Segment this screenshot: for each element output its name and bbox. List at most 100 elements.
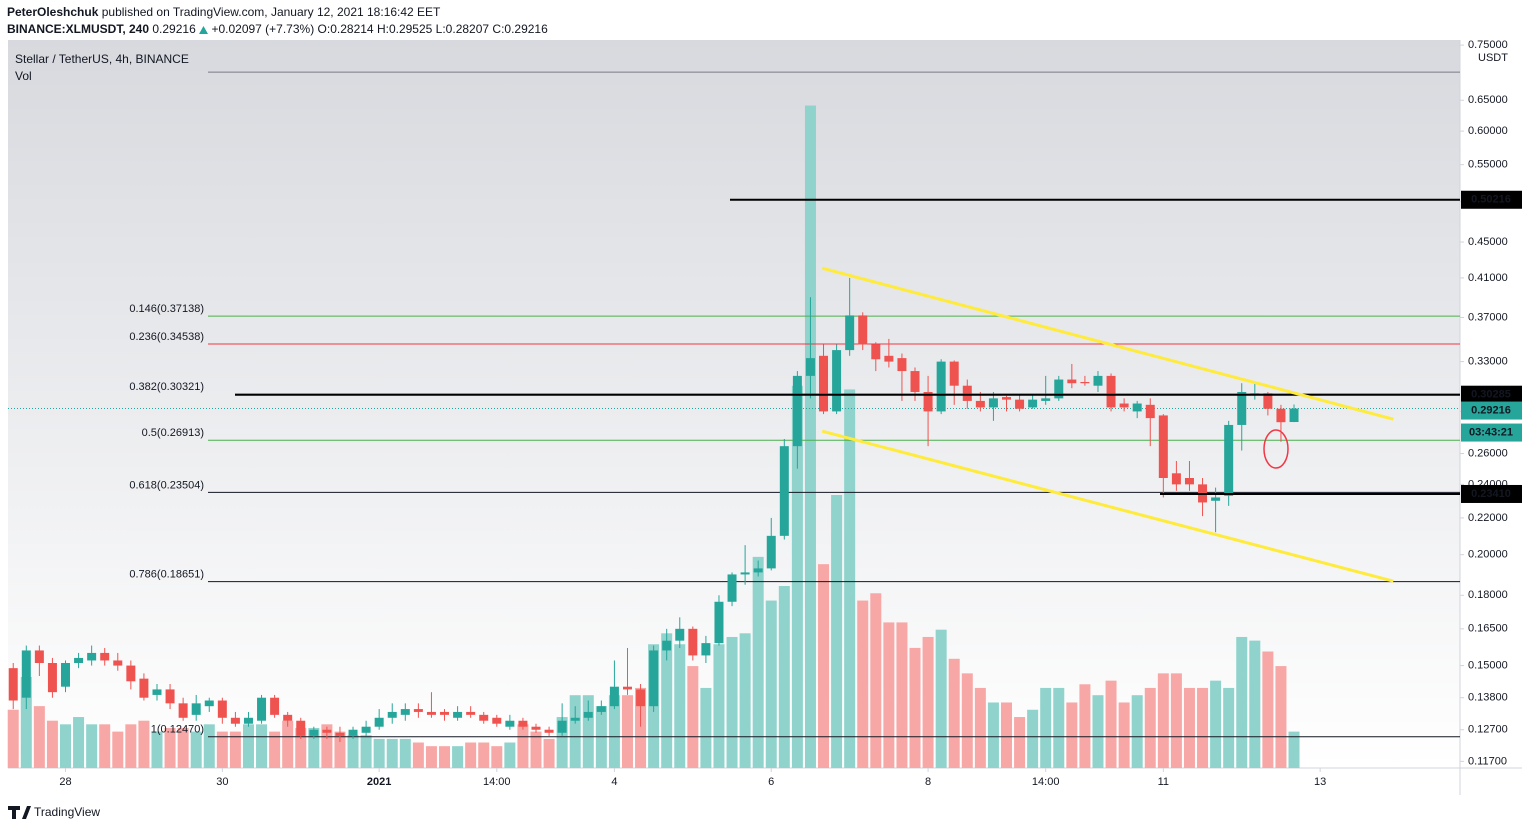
volume-bar (674, 644, 686, 768)
volume-bar (347, 735, 359, 768)
candle-body (1263, 393, 1273, 409)
volume-bar (33, 706, 45, 768)
candle-body (688, 628, 698, 656)
candle-body (479, 714, 489, 721)
volume-bar (334, 731, 346, 768)
volume-bar (295, 727, 307, 768)
y-tick-label: 0.65000 (1468, 94, 1508, 106)
candle-body (1080, 381, 1090, 384)
y-tick-label: 0.22000 (1468, 512, 1508, 524)
volume-bar (844, 389, 856, 768)
y-tick-label: 0.11700 (1468, 755, 1507, 767)
x-tick-label: 11 (1158, 776, 1169, 788)
y-tick-label: 0.45000 (1468, 236, 1508, 248)
volume-bar (1210, 680, 1222, 768)
candle-body (897, 358, 907, 372)
volume-bar (870, 593, 882, 768)
volume-bar (974, 687, 986, 768)
candle-body (727, 574, 737, 602)
y-axis-label: USDT (1478, 52, 1508, 64)
x-tick-label: 14:00 (1032, 776, 1060, 788)
candle-body (884, 355, 894, 362)
candle-body (871, 344, 881, 360)
volume-bar (1027, 709, 1039, 768)
candle-body (701, 643, 711, 656)
candle-body (1171, 473, 1181, 485)
volume-bar (726, 636, 738, 768)
volume-bar (112, 731, 124, 768)
volume-bar (700, 687, 712, 768)
volume-bar (765, 600, 777, 768)
volume-bar (1066, 702, 1078, 768)
candle-body (636, 689, 646, 707)
candle-body (766, 535, 776, 569)
volume-bar (831, 495, 843, 768)
candle-body (740, 572, 750, 575)
volume-bar (569, 695, 581, 768)
fib-label: 0.5(0.26913) (142, 427, 204, 439)
publish-line: PeterOleshchuk published on TradingView.… (7, 5, 440, 19)
volume-bar (1014, 717, 1026, 768)
volume-bar (1092, 695, 1104, 768)
volume-bar (791, 385, 803, 768)
volume-bar (582, 695, 594, 768)
candle-body (204, 700, 214, 707)
candle-body (374, 717, 384, 727)
candle-body (152, 689, 162, 695)
candle-body (518, 720, 528, 727)
volume-bar (138, 720, 150, 768)
volume-bar (961, 673, 973, 768)
volume-bar (7, 709, 19, 768)
volume-bar (46, 720, 58, 768)
trend-line (821, 429, 1394, 583)
trend-line (821, 266, 1394, 421)
candle-body (453, 711, 463, 718)
key-level-label-box (1461, 190, 1522, 209)
candle-body (126, 665, 136, 682)
candle-body (230, 717, 240, 724)
x-tick-label: 2021 (367, 776, 391, 788)
last-price-label-box (1461, 401, 1522, 420)
candle-body (675, 628, 685, 641)
volume-bar (269, 731, 281, 768)
volume-bar (399, 738, 411, 768)
volume-bar (1144, 687, 1156, 768)
volume-bar (465, 742, 477, 768)
candle-body (1106, 375, 1116, 408)
candle-body (113, 660, 123, 666)
candle-body (792, 375, 802, 447)
volume-bar (661, 633, 673, 768)
volume-bar (386, 738, 398, 768)
candle-body (309, 729, 319, 736)
volume-bar (412, 742, 424, 768)
y-tick-label: 0.12700 (1468, 724, 1508, 736)
volume-bar (1170, 673, 1182, 768)
candle-body (270, 697, 280, 715)
candle-body (819, 355, 829, 412)
candle-body (61, 663, 71, 687)
y-tick-label: 0.33000 (1468, 356, 1508, 368)
volume-bar (687, 666, 699, 768)
x-tick-label: 30 (216, 776, 228, 788)
open: O:0.28214 (317, 22, 374, 36)
y-tick-label: 0.13800 (1468, 692, 1508, 704)
candle-body (1028, 399, 1038, 408)
volume-bar (1275, 666, 1287, 768)
candle-body (1132, 403, 1142, 412)
candle-body (440, 711, 450, 715)
volume-bar (635, 687, 647, 768)
candle-body (178, 703, 188, 718)
candle-body (662, 640, 672, 651)
candle-body (426, 711, 436, 715)
candle-body (257, 697, 267, 721)
volume-bar (909, 647, 921, 768)
volume-bar (439, 746, 451, 768)
candle-body (466, 711, 476, 715)
candle-body (1145, 404, 1155, 419)
candle-body (1015, 399, 1025, 409)
volume-bar (1118, 702, 1130, 768)
y-tick-label: 0.60000 (1468, 125, 1508, 137)
candle-body (165, 689, 175, 704)
candle-body (1211, 497, 1221, 501)
